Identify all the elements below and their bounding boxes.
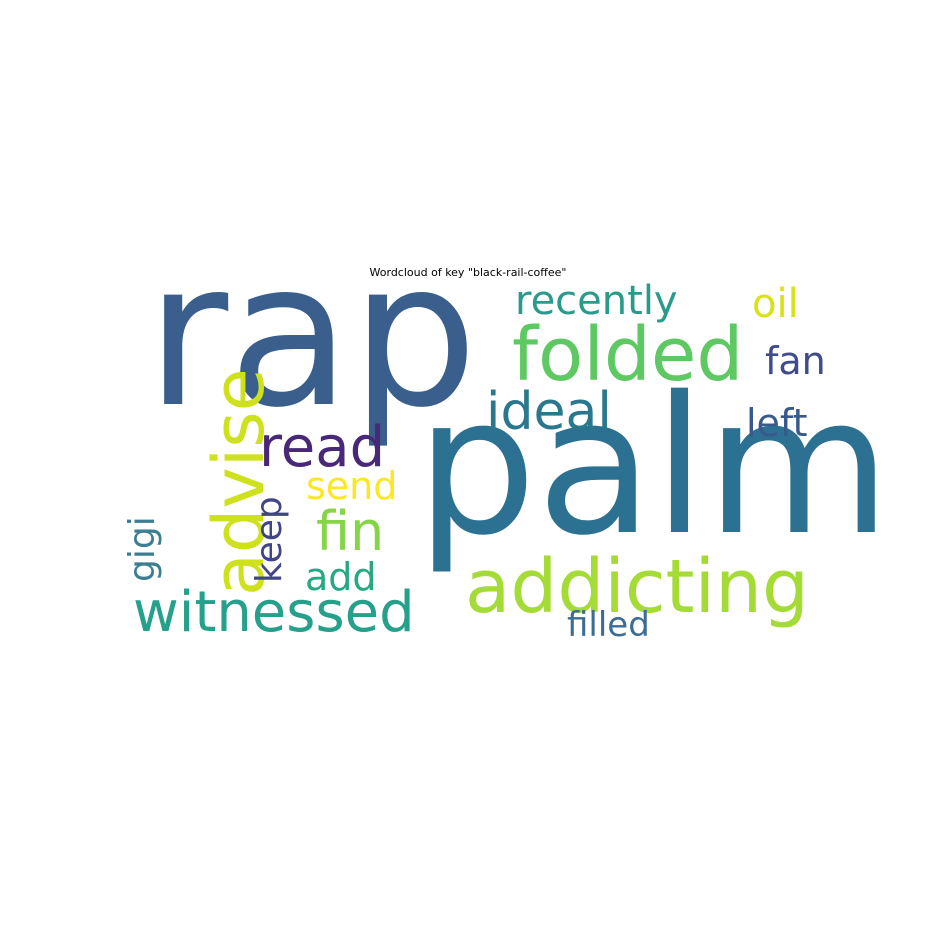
word-recently: recently — [515, 278, 678, 324]
word-witnessed: witnessed — [133, 580, 415, 645]
word-addicting: addicting — [465, 544, 809, 630]
word-palm: palm — [416, 356, 891, 577]
word-ideal: ideal — [486, 382, 612, 442]
word-filled: filled — [567, 605, 650, 645]
chart-title: Wordcloud of key "black-rail-coffee" — [369, 266, 567, 279]
word-add: add — [305, 555, 377, 599]
word-send: send — [306, 464, 398, 508]
word-gigi: gigi — [122, 516, 163, 582]
word-left: left — [746, 401, 808, 445]
word-folded: folded — [512, 312, 744, 398]
word-keep: keep — [249, 496, 290, 583]
word-read: read — [259, 415, 386, 480]
word-oil: oil — [752, 281, 799, 327]
word-fin: fin — [316, 500, 385, 563]
word-fan: fan — [765, 339, 826, 383]
word-rap: rap — [146, 219, 478, 452]
